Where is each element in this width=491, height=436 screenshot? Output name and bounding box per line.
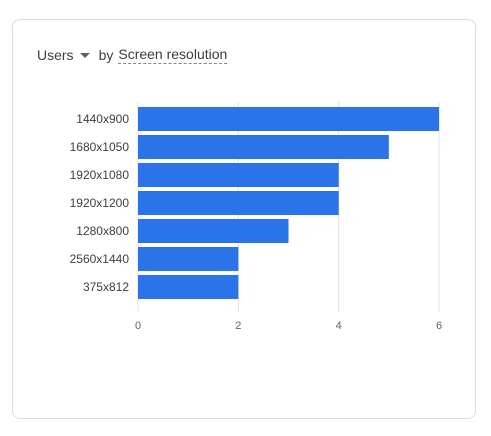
card-header: Users by Screen resolution [37, 46, 228, 64]
category-labels: 1440x900 1680x1050 1920x1080 1920x1200 1280x… [70, 112, 130, 294]
x-tick-label: 4 [336, 320, 342, 332]
metric-selector[interactable]: Users [37, 47, 90, 63]
metric-label: Users [37, 47, 74, 63]
dimension-selector[interactable]: Screen resolution [118, 46, 228, 64]
bar[interactable] [138, 275, 239, 299]
category-label: 2560x1440 [70, 252, 130, 266]
caret-down-icon [79, 53, 90, 58]
category-label: 375x812 [83, 280, 129, 294]
category-label: 1920x1200 [70, 196, 130, 210]
bar[interactable] [138, 247, 239, 271]
category-label: 1920x1080 [70, 168, 130, 182]
bar-layer [138, 107, 439, 299]
x-tick-label: 2 [235, 320, 241, 332]
bar[interactable] [138, 163, 339, 187]
bar[interactable] [138, 191, 339, 215]
bar-chart: 1440x900 1680x1050 1920x1080 1920x1200 1280x… [70, 102, 442, 332]
x-axis-ticks: 0 2 4 6 [135, 320, 442, 332]
chart-card: Users by Screen resolution 1440x900 1680x… [12, 19, 476, 419]
by-label: by [98, 47, 114, 63]
x-tick-label: 6 [436, 320, 442, 332]
bar[interactable] [138, 135, 389, 159]
bar[interactable] [138, 219, 289, 243]
category-label: 1680x1050 [70, 140, 130, 154]
category-label: 1280x800 [76, 224, 129, 238]
category-label: 1440x900 [76, 112, 129, 126]
bar[interactable] [138, 107, 439, 131]
x-tick-label: 0 [135, 320, 141, 332]
